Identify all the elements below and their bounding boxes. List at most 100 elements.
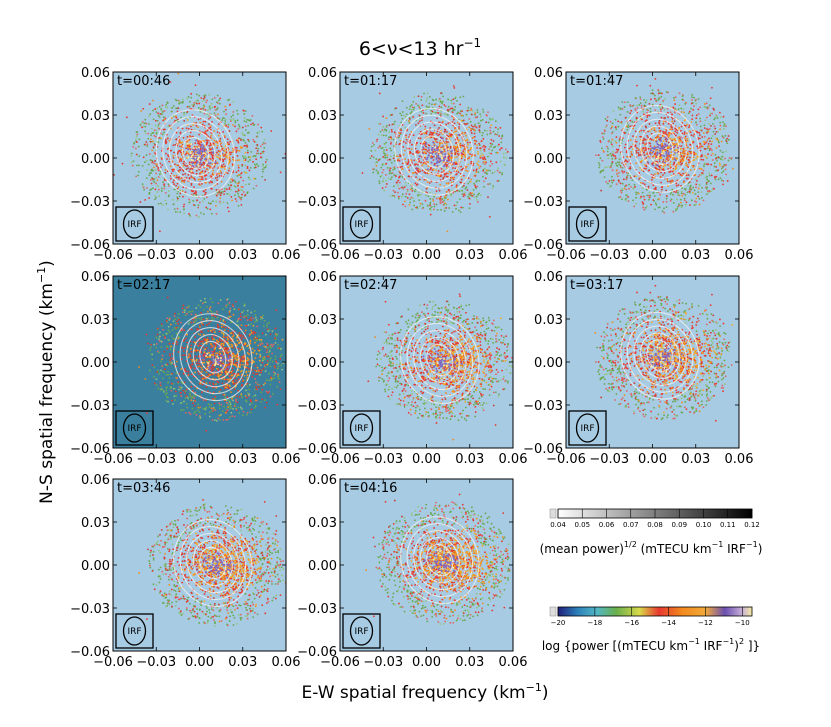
scatter-point — [237, 173, 240, 176]
scatter-point — [470, 155, 473, 158]
scatter-point — [614, 140, 617, 143]
scatter-point — [478, 144, 481, 147]
scatter-point — [658, 127, 661, 130]
x-tick-label: 0.03 — [228, 248, 257, 263]
scatter-point — [186, 105, 189, 108]
scatter-point — [410, 112, 412, 114]
scatter-point — [161, 111, 164, 113]
scatter-point — [691, 96, 693, 98]
scatter-point — [160, 369, 162, 372]
scatter-point — [172, 156, 175, 159]
scatter-point — [262, 383, 265, 386]
scatter-point — [208, 181, 211, 184]
scatter-point — [217, 417, 220, 420]
scatter-point — [397, 136, 400, 139]
scatter-point — [678, 163, 680, 166]
scatter-point — [279, 355, 282, 358]
scatter-point — [491, 117, 494, 120]
scatter-point — [480, 140, 483, 143]
scatter-point — [654, 208, 656, 211]
scatter-point — [688, 110, 691, 113]
scatter-point — [650, 178, 653, 181]
scatter-point — [459, 198, 461, 201]
scatter-point — [194, 84, 197, 87]
scatter-point — [204, 132, 207, 135]
scatter-point — [627, 200, 630, 203]
scatter-point — [147, 137, 150, 140]
scatter-point — [200, 156, 203, 159]
scatter-point — [425, 112, 428, 115]
scatter-point — [690, 107, 693, 110]
scatter-point — [643, 98, 645, 101]
scatter-point — [614, 118, 617, 121]
scatter-point — [603, 176, 606, 179]
scatter-point — [202, 107, 205, 110]
scatter-point — [482, 144, 485, 147]
scatter-point — [640, 129, 643, 132]
scatter-point — [163, 187, 166, 190]
scatter-point — [199, 121, 202, 124]
scatter-point — [659, 147, 662, 150]
scatter-point — [472, 169, 475, 172]
scatter-point — [175, 131, 178, 134]
scatter-point — [161, 354, 164, 357]
scatter-point — [125, 116, 128, 119]
scatter-point — [256, 383, 259, 386]
scatter-point — [240, 203, 243, 206]
scatter-point — [451, 107, 454, 110]
scatter-point — [156, 350, 159, 353]
scatter-point — [269, 357, 272, 359]
scatter-point — [505, 157, 507, 160]
scatter-point — [699, 106, 701, 109]
scatter-point — [455, 130, 458, 133]
scatter-point — [182, 164, 185, 167]
scatter-point — [164, 199, 167, 202]
scatter-point — [236, 109, 238, 112]
scatter-point — [190, 156, 193, 159]
scatter-point — [138, 155, 141, 157]
scatter-point — [628, 147, 631, 150]
scatter-point — [681, 162, 684, 165]
scatter-point — [714, 157, 717, 160]
scatter-point — [382, 177, 385, 180]
scatter-point — [617, 179, 620, 182]
scatter-point — [652, 192, 655, 194]
scatter-point — [244, 110, 247, 113]
scatter-point — [468, 118, 471, 120]
scatter-point — [450, 194, 453, 197]
scatter-point — [240, 139, 242, 141]
scatter-point — [500, 141, 503, 144]
scatter-point — [732, 167, 734, 170]
scatter-point — [172, 320, 175, 323]
scatter-point — [615, 169, 618, 172]
scatter-point — [615, 148, 618, 151]
scatter-point — [612, 153, 614, 156]
scatter-point — [216, 146, 218, 149]
scatter-point — [246, 165, 249, 168]
scatter-point — [678, 139, 681, 142]
y-tick-label: 0.06 — [534, 66, 563, 81]
scatter-point — [447, 135, 450, 138]
scatter-point — [154, 188, 157, 191]
scatter-point — [254, 405, 257, 408]
scatter-point — [237, 140, 239, 143]
scatter-point — [659, 154, 662, 157]
scatter-point — [447, 182, 450, 185]
scatter-point — [470, 178, 473, 181]
scatter-point — [725, 173, 728, 176]
scatter-point — [161, 377, 164, 380]
scatter-point — [719, 128, 721, 131]
scatter-point — [209, 180, 212, 183]
scatter-point — [490, 152, 493, 155]
scatter-point — [650, 92, 652, 95]
scatter-point — [419, 202, 422, 205]
scatter-point — [651, 176, 654, 179]
contour-line — [413, 128, 455, 175]
scatter-point — [207, 164, 210, 167]
scatter-point — [677, 136, 680, 139]
scatter-point — [688, 130, 691, 133]
scatter-point — [260, 126, 263, 129]
scatter-point — [657, 133, 660, 136]
scatter-point — [262, 164, 264, 167]
scatter-point — [243, 113, 246, 115]
